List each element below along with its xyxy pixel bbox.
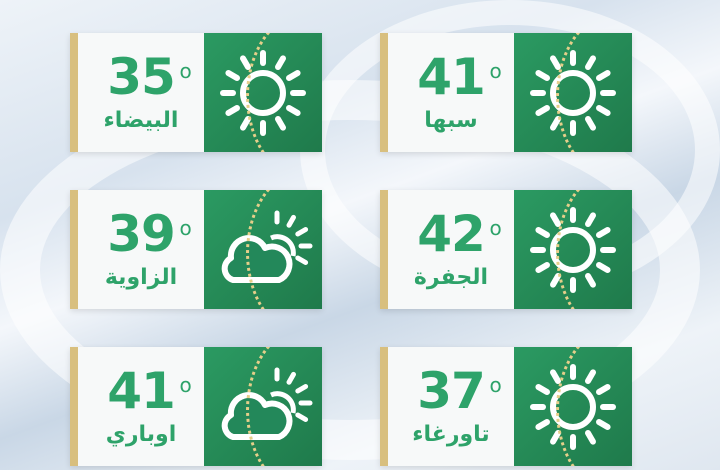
gold-accent-bar — [70, 190, 78, 309]
degree-symbol: o — [179, 216, 192, 240]
partly-cloudy-icon — [204, 347, 322, 466]
degree-symbol: o — [179, 59, 192, 83]
temperature-panel: 42 o الجفرة — [388, 190, 514, 309]
degree-symbol: o — [489, 373, 502, 397]
weather-card: 37 o تاورغاء — [380, 347, 632, 466]
temperature-number: 37 — [417, 362, 486, 420]
degree-symbol: o — [179, 373, 192, 397]
sun-icon — [514, 347, 632, 466]
temperature-number: 42 — [417, 205, 486, 263]
city-name: الجفرة — [413, 265, 489, 290]
weather-card: 42 o الجفرة — [380, 190, 632, 309]
temperature-value: 35 o — [107, 52, 192, 102]
degree-symbol: o — [489, 59, 502, 83]
temperature-panel: 41 o اوباري — [78, 347, 204, 466]
weather-card: 39 o الزاوية — [70, 190, 322, 309]
temperature-panel: 41 o سبها — [388, 33, 514, 152]
temperature-panel: 35 o البيضاء — [78, 33, 204, 152]
gold-accent-bar — [380, 33, 388, 152]
sun-icon — [204, 33, 322, 152]
temperature-number: 35 — [107, 48, 176, 106]
gold-accent-bar — [380, 347, 388, 466]
partly-cloudy-icon — [204, 190, 322, 309]
gold-accent-bar — [70, 347, 78, 466]
city-name: سبها — [424, 108, 478, 133]
weather-card: 35 o البيضاء — [70, 33, 322, 152]
weather-card: 41 o اوباري — [70, 347, 322, 466]
gold-accent-bar — [380, 190, 388, 309]
sun-icon — [514, 33, 632, 152]
temperature-value: 42 o — [417, 209, 502, 259]
gold-accent-bar — [70, 33, 78, 152]
temperature-value: 41 o — [417, 52, 502, 102]
temperature-panel: 39 o الزاوية — [78, 190, 204, 309]
temperature-number: 41 — [107, 362, 176, 420]
city-name: الزاوية — [104, 265, 178, 290]
weather-card: 41 o سبها — [380, 33, 632, 152]
temperature-value: 37 o — [417, 366, 502, 416]
sun-icon — [514, 190, 632, 309]
city-name: تاورغاء — [412, 422, 490, 447]
city-name: اوباري — [105, 422, 177, 447]
degree-symbol: o — [489, 216, 502, 240]
city-name: البيضاء — [103, 108, 179, 133]
temperature-value: 39 o — [107, 209, 192, 259]
temperature-value: 41 o — [107, 366, 192, 416]
temperature-number: 41 — [417, 48, 486, 106]
temperature-number: 39 — [107, 205, 176, 263]
temperature-panel: 37 o تاورغاء — [388, 347, 514, 466]
